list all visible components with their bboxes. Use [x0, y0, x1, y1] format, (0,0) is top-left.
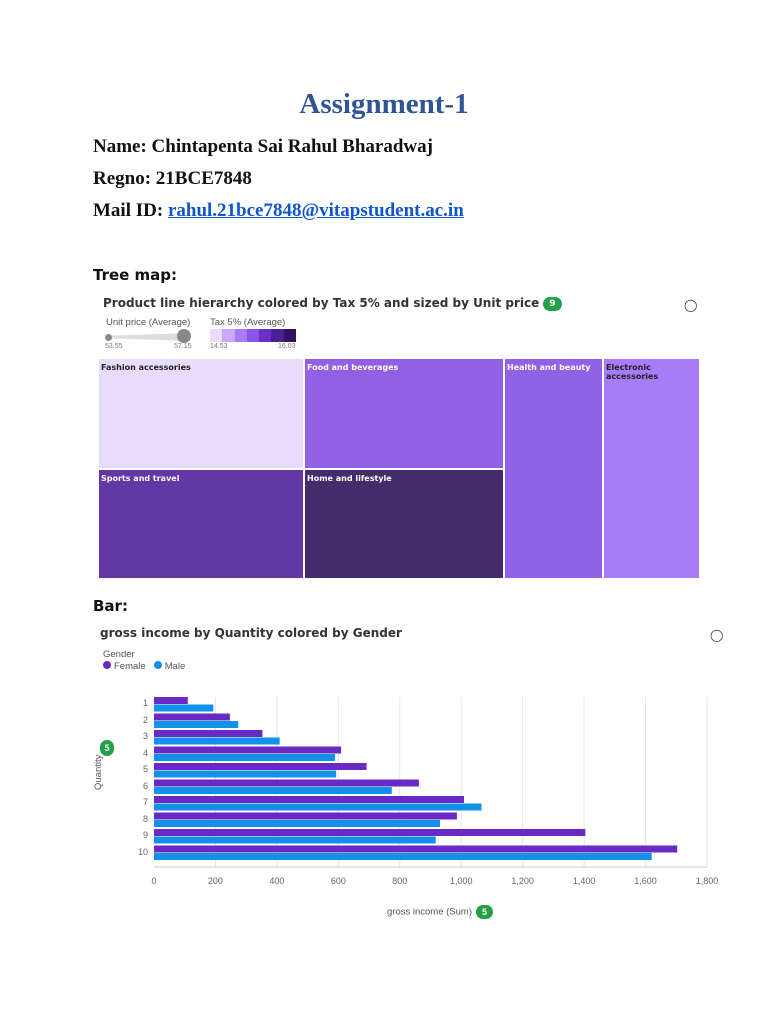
size-legend-min-dot	[105, 334, 112, 341]
bar-male-7[interactable]	[154, 803, 482, 811]
x-tick-label: 800	[392, 876, 408, 886]
bar-female-8[interactable]	[154, 812, 457, 820]
bar-female-5[interactable]	[154, 763, 367, 770]
mail-line: Mail ID: rahul.21bce7848@vitapstudent.ac…	[93, 200, 464, 222]
x-tick-label: 1,400	[572, 876, 596, 886]
y-tick-label: 3	[142, 731, 148, 741]
bar-female-4[interactable]	[154, 746, 342, 754]
x-axis-title: gross income (Sum) 5	[387, 905, 494, 919]
y-tick-label: 1	[142, 698, 148, 708]
x-tick-label: 200	[207, 876, 223, 886]
document-title: Assignment-1	[299, 88, 469, 120]
legend-label: Male	[164, 661, 186, 672]
legend-label: Female	[114, 661, 146, 672]
y-tick-label: 6	[142, 780, 148, 791]
size-legend-max-dot	[177, 329, 191, 343]
bar-male-4[interactable]	[154, 754, 335, 761]
x-tick-label: 1,600	[634, 876, 657, 886]
x-tick-label: 1,800	[695, 876, 719, 886]
x-axis-label: gross income (Sum)	[387, 906, 472, 918]
color-swatch	[259, 329, 272, 342]
bar-chart-title: gross income by Quantity colored by Gend…	[100, 626, 402, 640]
legend-item[interactable]: Female	[103, 661, 146, 672]
bar-female-9[interactable]	[154, 829, 586, 836]
treemap-badge[interactable]: 9	[543, 296, 562, 311]
color-legend-label: Tax 5% (Average)	[210, 317, 286, 328]
bar-male-5[interactable]	[154, 770, 337, 778]
bar-male-2[interactable]	[154, 721, 239, 728]
y-tick-label: 5	[142, 764, 148, 774]
size-legend-label: Unit price (Average)	[106, 317, 191, 328]
mail-link[interactable]: rahul.21bce7848@vitapstudent.ac.in	[167, 200, 464, 221]
bar-female-1[interactable]	[154, 697, 188, 704]
y-tick-label: 8	[142, 813, 148, 824]
bar-male-10[interactable]	[154, 853, 652, 860]
bar-heading: Bar:	[93, 597, 128, 615]
y-tick-label: 9	[142, 830, 148, 840]
color-swatch	[283, 329, 296, 342]
legend-dot-icon	[153, 661, 162, 669]
bar-female-6[interactable]	[154, 779, 419, 787]
treemap-tile[interactable]: Food and beverages	[304, 358, 504, 469]
color-swatch	[210, 329, 223, 342]
lightbulb-icon[interactable]: ◯	[710, 628, 724, 642]
color-swatch	[271, 329, 284, 342]
color-swatch	[246, 329, 260, 342]
bar-male-8[interactable]	[154, 820, 441, 827]
bar-male-1[interactable]	[154, 704, 214, 712]
treemap-tile[interactable]: Sports and travel	[98, 469, 304, 579]
treemap-heading: Tree map:	[93, 266, 178, 284]
color-legend-min: 14.53	[210, 343, 228, 350]
mail-label: Mail ID:	[93, 200, 168, 221]
y-axis-title: Quantity	[93, 755, 104, 790]
lightbulb-icon[interactable]: ◯	[684, 298, 698, 312]
bar-female-7[interactable]	[154, 796, 464, 803]
treemap-tile[interactable]: Fashion accessories	[98, 358, 304, 469]
size-legend-wedge	[106, 333, 190, 341]
x-tick-label: 400	[269, 876, 285, 886]
bar-female-3[interactable]	[154, 730, 263, 737]
bar-female-2[interactable]	[154, 713, 230, 721]
y-tick-label: 7	[142, 797, 148, 807]
x-tick-label: 1,200	[511, 876, 534, 886]
color-swatch	[222, 329, 235, 342]
size-legend-max: 57.15	[174, 343, 192, 350]
legend-title: Gender	[103, 649, 135, 660]
x-axis-badge[interactable]: 5	[476, 905, 494, 919]
size-legend-min: 53.55	[105, 343, 123, 350]
legend-item[interactable]: Male	[153, 661, 186, 672]
treemap-title-text: Product line hierarchy colored by Tax 5%…	[103, 296, 540, 310]
x-tick-label: 1,000	[449, 876, 473, 886]
legend-dot-icon	[103, 661, 111, 669]
color-swatch	[234, 329, 247, 342]
bar-male-3[interactable]	[154, 737, 280, 745]
treemap-tile[interactable]: Health and beauty	[504, 358, 603, 579]
legend: Female Male	[103, 661, 185, 672]
name-line: Name: Chintapenta Sai Rahul Bharadwaj	[93, 136, 433, 157]
treemap-tile[interactable]: Electronic accessories	[603, 358, 700, 579]
y-axis-badge[interactable]: 5	[100, 740, 114, 756]
y-tick-label: 4	[142, 747, 148, 758]
y-tick-label: 2	[142, 714, 148, 725]
y-tick-label: 10	[137, 846, 148, 857]
treemap-title: Product line hierarchy colored by Tax 5%…	[103, 296, 562, 311]
treemap-tile[interactable]: Home and lifestyle	[304, 469, 504, 579]
bar-male-9[interactable]	[154, 836, 436, 844]
color-legend-scale	[210, 329, 296, 342]
x-tick-label: 0	[151, 876, 157, 886]
color-legend-max: 16.03	[278, 343, 296, 350]
x-tick-label: 600	[330, 876, 346, 886]
y-axis-label: Quantity	[93, 754, 104, 790]
regno-line: Regno: 21BCE7848	[93, 168, 252, 189]
bar-female-10[interactable]	[154, 845, 678, 853]
bar-male-6[interactable]	[154, 787, 392, 794]
